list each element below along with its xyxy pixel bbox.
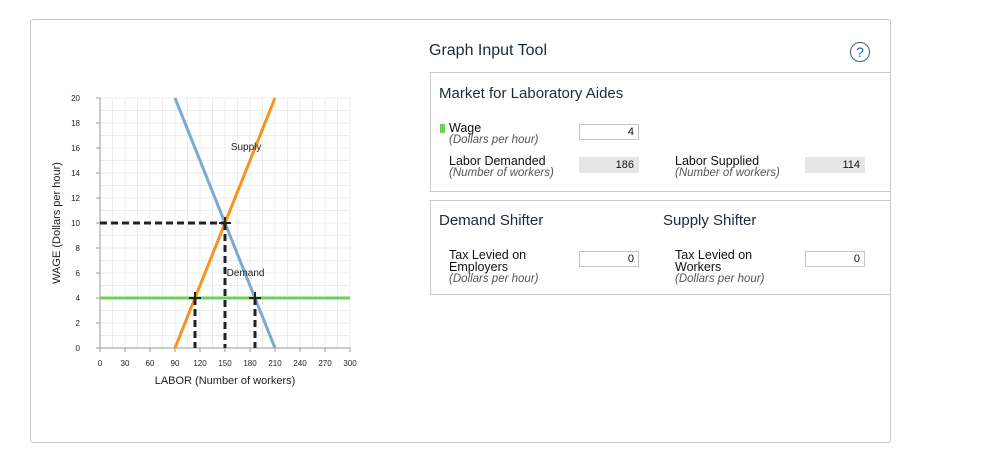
employer-tax-input[interactable]: 0 <box>579 251 639 267</box>
y-tick-label: 18 <box>71 119 80 128</box>
worker-tax-label: Tax Levied on <box>675 248 753 262</box>
wage-swatch-icon <box>440 124 445 133</box>
market-panel: Market for Laboratory Aides Wage (Dollar… <box>430 72 891 192</box>
x-tick-label: 210 <box>268 359 282 368</box>
x-tick-label: 120 <box>193 359 207 368</box>
y-tick-label: 2 <box>76 319 81 328</box>
x-tick-label: 240 <box>293 359 307 368</box>
labor-supplied-label: Labor Supplied <box>675 154 760 168</box>
y-tick-label: 16 <box>71 144 80 153</box>
y-tick-label: 12 <box>71 194 80 203</box>
y-tick-label: 4 <box>76 294 81 303</box>
wage-label: Wage <box>449 121 482 135</box>
x-tick-label: 270 <box>318 359 332 368</box>
y-tick-label: 8 <box>76 244 81 253</box>
wage-input[interactable]: 4 <box>579 124 639 140</box>
y-tick-label: 20 <box>71 94 80 103</box>
y-tick-label: 10 <box>71 219 80 228</box>
market-panel-title: Market for Laboratory Aides <box>439 85 624 102</box>
worker-tax-label-2: Workers <box>675 260 722 274</box>
y-tick-label: 14 <box>71 169 80 178</box>
labor-demanded-label: Labor Demanded <box>449 154 546 168</box>
x-tick-label: 180 <box>243 359 257 368</box>
employer-tax-label: Tax Levied on <box>449 248 527 262</box>
y-tick-label: 6 <box>76 269 81 278</box>
x-tick-label: 0 <box>98 359 103 368</box>
worker-tax-sub-label: (Dollars per hour) <box>675 273 765 285</box>
x-tick-label: 90 <box>171 359 180 368</box>
y-axis-label: WAGE (Dollars per hour) <box>51 162 63 284</box>
labor-supplied-sub-label: (Number of workers) <box>675 167 780 179</box>
x-axis-label: LABOR (Number of workers) <box>155 375 296 387</box>
x-tick-label: 60 <box>146 359 155 368</box>
x-tick-label: 30 <box>121 359 130 368</box>
demand-shifter-title: Demand Shifter <box>439 212 544 229</box>
shifter-panel: Demand Shifter Supply Shifter Tax Levied… <box>430 200 891 295</box>
labor-supplied-value: 114 <box>805 157 865 173</box>
employer-tax-sub-label: (Dollars per hour) <box>449 273 539 285</box>
supply-shifter-title: Supply Shifter <box>663 212 757 229</box>
demand-annotation: Demand <box>227 268 265 279</box>
employer-tax-label-2: Employers <box>449 260 509 274</box>
x-tick-label: 300 <box>343 359 357 368</box>
y-tick-label: 0 <box>76 344 81 353</box>
wage-sub-label: (Dollars per hour) <box>449 134 539 146</box>
x-tick-label: 150 <box>218 359 232 368</box>
tool-title: Graph Input Tool <box>429 42 548 59</box>
help-icon[interactable]: ? <box>850 42 870 62</box>
labor-demanded-value: 186 <box>579 157 639 173</box>
labor-demanded-sub-label: (Number of workers) <box>449 167 554 179</box>
worker-tax-input[interactable]: 0 <box>805 251 865 267</box>
supply-annotation: Supply <box>231 142 262 153</box>
